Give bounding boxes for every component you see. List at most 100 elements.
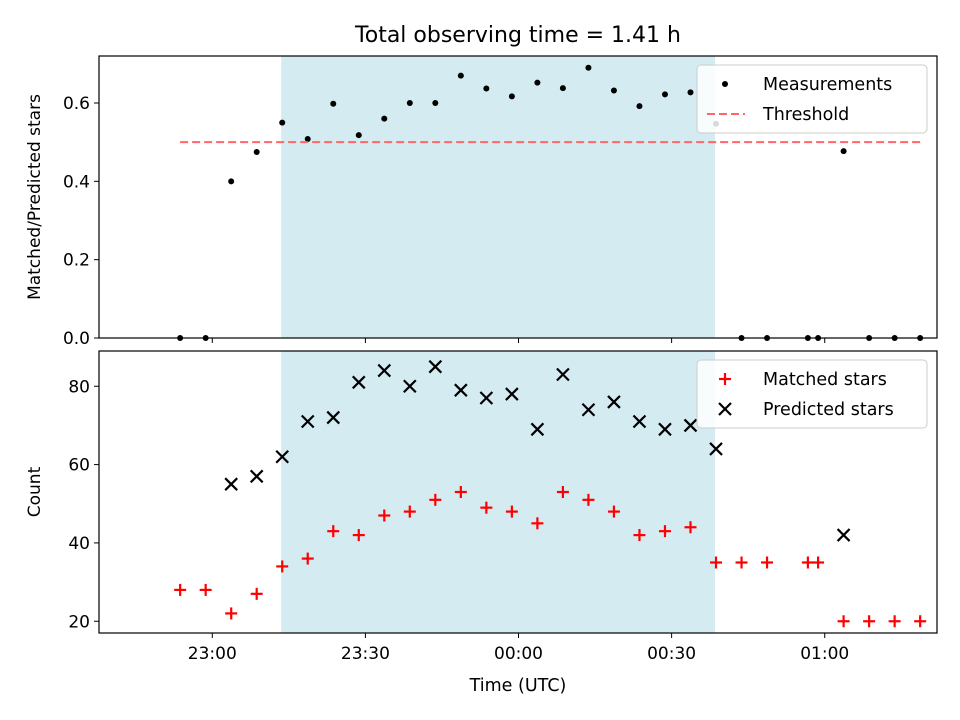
y-axis-label: Matched/Predicted stars — [25, 94, 45, 300]
matched-stars-point — [761, 556, 774, 569]
measurement-point — [636, 103, 643, 110]
y-tick-label: 60 — [68, 456, 90, 476]
y-tick-label: 20 — [68, 612, 90, 632]
x-stroke — [224, 477, 238, 491]
x-stroke — [300, 414, 315, 429]
matched-stars-point — [633, 529, 646, 542]
count-panel: 23:00 23:30 00:00 00:30 01:00 20 40 60 80 Count Ma… — [25, 350, 938, 664]
axes-frame — [98, 350, 938, 634]
matched-stars-point — [735, 556, 748, 569]
x-stroke — [454, 383, 468, 397]
legend-label: Measurements — [763, 75, 892, 95]
measurement-point — [661, 91, 668, 98]
measurement-point — [610, 87, 617, 94]
predicted-stars-point — [351, 375, 366, 390]
legend-label: Threshold — [762, 105, 849, 125]
x-stroke — [683, 418, 698, 433]
x-stroke — [275, 449, 289, 464]
predicted-stars-point — [530, 422, 545, 437]
matched-stars-point — [276, 560, 289, 573]
x-tick-label: 00:00 — [494, 644, 543, 664]
predicted-stars-point — [326, 410, 341, 425]
x-stroke — [607, 395, 621, 409]
legend: Matched stars Predicted stars — [696, 359, 928, 429]
y-tick-label: 40 — [68, 534, 90, 554]
matched-stars-point — [225, 607, 238, 620]
x-stroke — [428, 359, 443, 374]
x-stroke — [403, 379, 417, 394]
matched-stars-point — [684, 521, 697, 534]
y-tick-label: 80 — [68, 377, 90, 397]
x-axis-label: Time (UTC) — [469, 676, 567, 696]
predicted-stars-point — [658, 422, 672, 437]
measurement-point — [585, 64, 592, 71]
predicted-stars-point — [275, 449, 289, 464]
x-stroke — [479, 391, 494, 405]
legend: Measurements Threshold — [696, 64, 928, 134]
matched-stars-point — [556, 486, 569, 498]
legend-predicted-swatch — [718, 402, 732, 416]
matched-stars-point — [199, 583, 212, 596]
matched-stars-point — [863, 615, 876, 628]
measurement-point — [508, 93, 515, 100]
measurement-point — [687, 89, 694, 96]
predicted-stars-point — [377, 363, 392, 378]
y-tick-label: 0.0 — [63, 329, 90, 349]
legend-label: Predicted stars — [763, 400, 894, 420]
observing-window-span — [281, 56, 715, 338]
measurement-point — [483, 85, 490, 92]
legend-label: Matched stars — [763, 370, 887, 390]
measurement-point — [304, 136, 311, 143]
legend-box — [696, 359, 928, 429]
measurement-point — [228, 178, 235, 185]
measurement-point — [534, 79, 541, 86]
matched-stars-point — [454, 486, 467, 498]
x-stroke — [351, 375, 366, 390]
predicted-stars-point — [836, 528, 851, 542]
axes-frame — [98, 55, 938, 339]
matched-stars-point — [888, 615, 901, 628]
y-axis-label: Count — [25, 466, 45, 517]
y-tick-label: 0.6 — [63, 94, 90, 114]
predicted-stars-point — [300, 414, 315, 429]
legend-box — [696, 64, 928, 134]
predicted-stars-point — [556, 367, 570, 382]
legend-matched-swatch — [719, 373, 731, 385]
x-stroke — [632, 414, 647, 429]
matched-stars-point — [378, 509, 391, 522]
x-tick-label: 00:30 — [647, 644, 696, 664]
predicted-stars-point — [428, 359, 443, 374]
x-stroke — [709, 442, 723, 456]
predicted-stars-point — [454, 383, 468, 397]
matched-stars-point — [607, 505, 620, 518]
legend-measurements-swatch — [722, 81, 728, 87]
x-stroke — [530, 422, 545, 437]
matched-stars-point — [250, 587, 263, 600]
y-tick-label: 0.2 — [63, 251, 90, 271]
matched-stars-point — [480, 501, 493, 514]
matched-stars-point — [914, 615, 927, 628]
predicted-stars-point — [683, 418, 698, 433]
predicted-stars-point — [479, 391, 494, 405]
x-stroke — [658, 422, 672, 437]
x-tick-label: 01:00 — [800, 644, 849, 664]
matched-stars-point — [710, 556, 723, 569]
measurement-point — [355, 132, 362, 139]
measurement-point — [559, 85, 566, 92]
measurement-point — [457, 72, 464, 79]
matched-stars-point — [812, 556, 825, 569]
measurement-point — [432, 100, 439, 106]
y-tick-label: 0.4 — [63, 172, 90, 192]
predicted-stars-point — [581, 402, 596, 417]
predicted-stars-point — [632, 414, 647, 429]
matched-stars-point — [658, 525, 671, 538]
measurement-point — [330, 100, 337, 107]
measurement-point — [381, 115, 388, 122]
x-tick-label: 23:00 — [188, 644, 237, 664]
x-stroke — [718, 402, 732, 416]
measurement-point — [253, 148, 260, 155]
predicted-stars-point — [403, 379, 417, 394]
matched-stars-point — [429, 493, 442, 506]
measurement-point — [840, 148, 847, 155]
